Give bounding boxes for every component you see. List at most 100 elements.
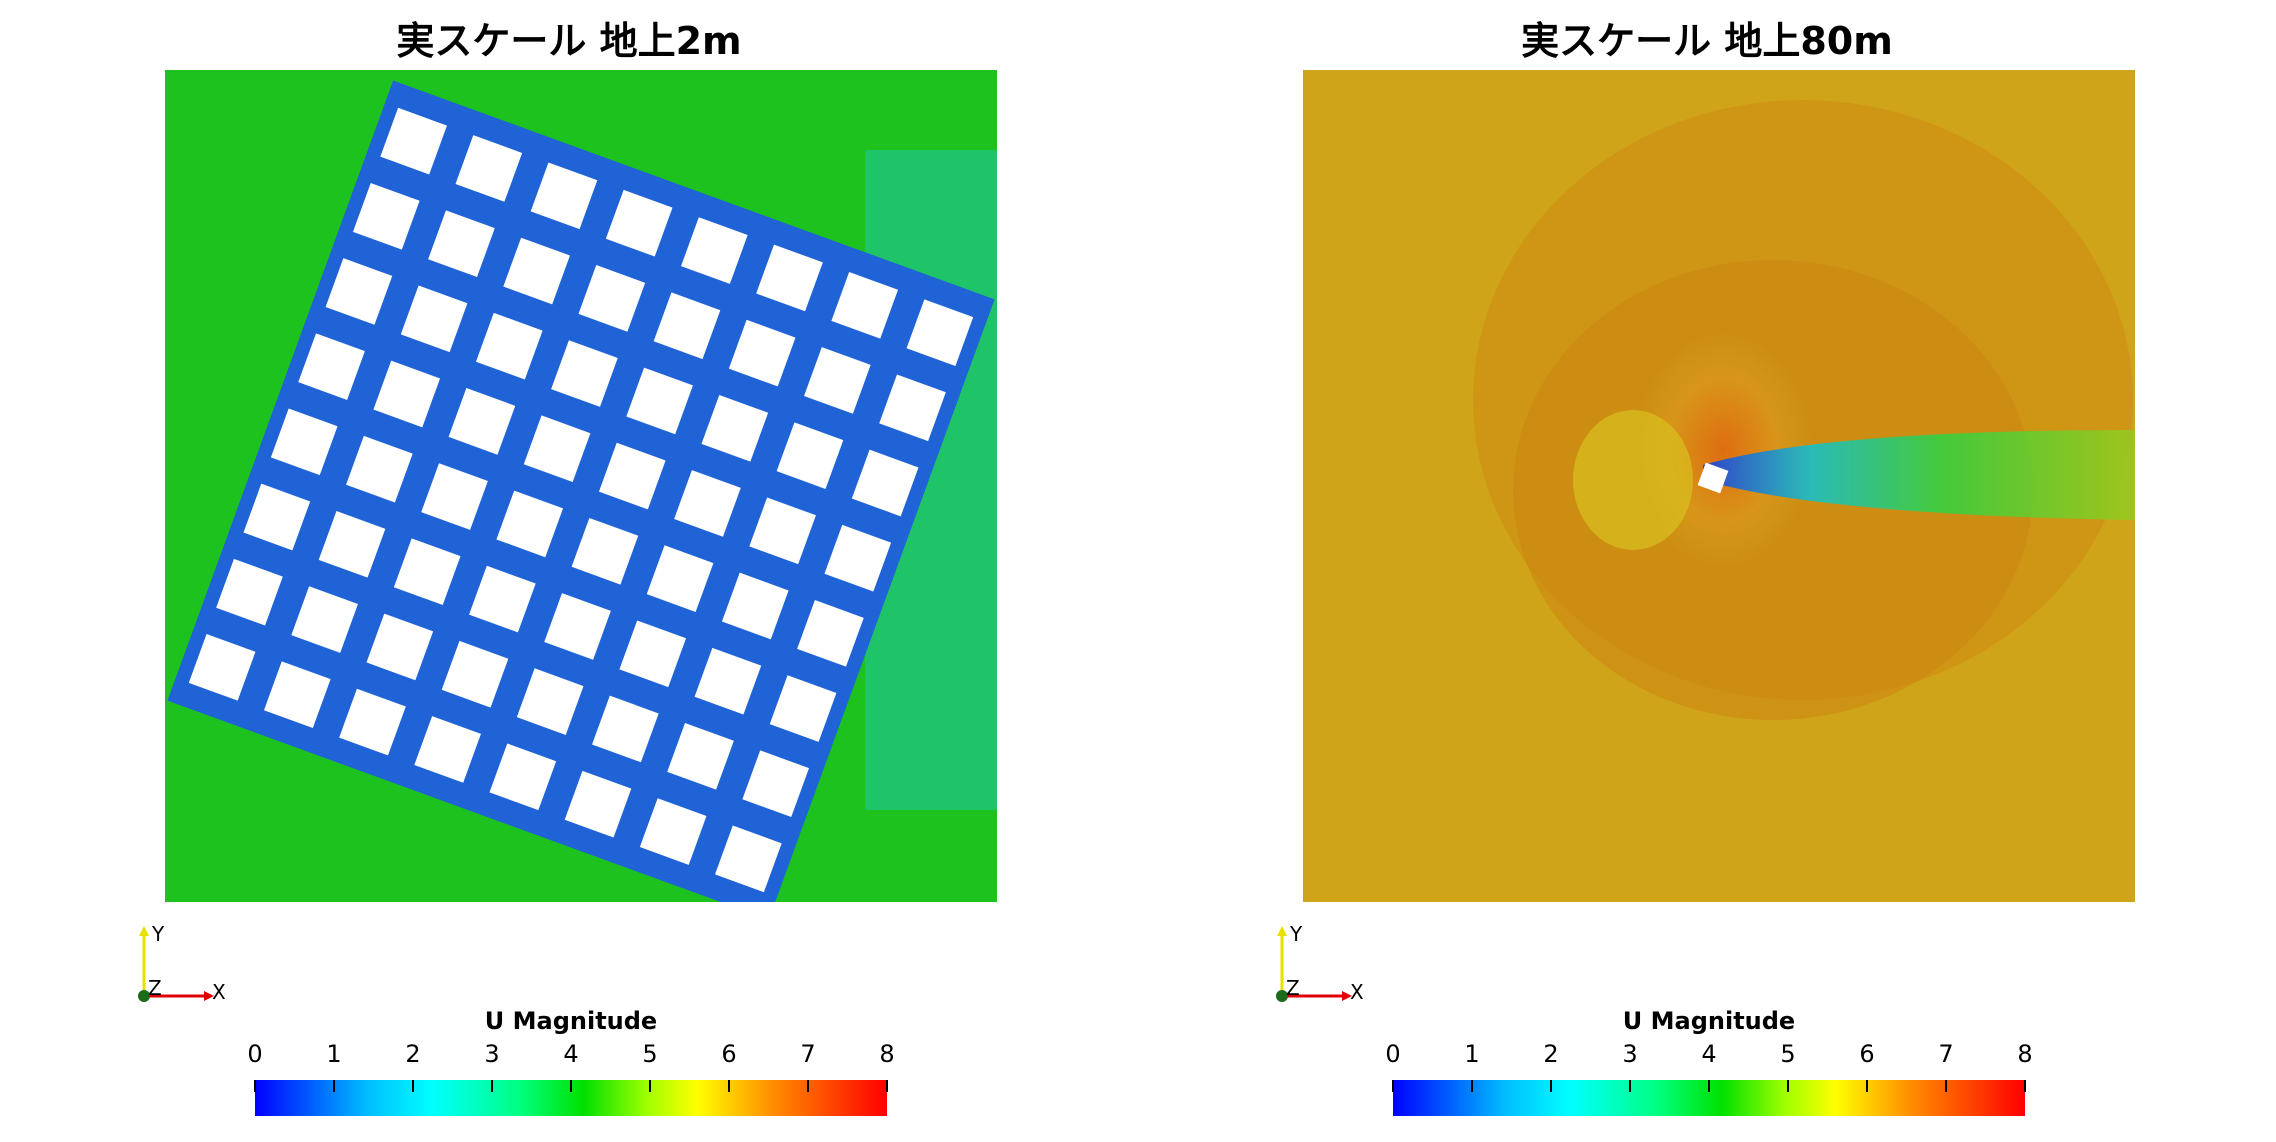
tick-label: 3 bbox=[1622, 1040, 1638, 1068]
tick-label: 1 bbox=[1464, 1040, 1480, 1068]
building bbox=[701, 394, 769, 462]
building bbox=[749, 497, 816, 565]
building bbox=[674, 470, 741, 537]
building bbox=[400, 285, 468, 353]
panel-title: 実スケール 地上2m bbox=[396, 19, 742, 63]
building bbox=[769, 675, 837, 742]
tick-label: 4 bbox=[1701, 1040, 1717, 1068]
axis-label-y: Y bbox=[152, 922, 165, 946]
building bbox=[804, 347, 871, 414]
building bbox=[592, 695, 659, 763]
building bbox=[318, 511, 386, 578]
building bbox=[291, 586, 358, 653]
velocity-field-image bbox=[165, 70, 997, 902]
velocity-field-ground bbox=[165, 70, 997, 902]
building-grid bbox=[188, 107, 974, 893]
tick-label: 0 bbox=[1385, 1040, 1401, 1068]
building bbox=[619, 620, 687, 688]
building bbox=[824, 524, 892, 592]
building bbox=[298, 333, 365, 400]
axis-label-z: Z bbox=[1286, 976, 1300, 1000]
colorbar-title: U Magnitude bbox=[484, 1007, 658, 1035]
colorbar-tick-labels: 0 1 2 3 4 5 6 7 8 bbox=[1385, 1040, 2032, 1070]
building bbox=[551, 340, 618, 407]
tick-label: 2 bbox=[405, 1040, 421, 1068]
building bbox=[694, 647, 762, 715]
building bbox=[270, 408, 338, 476]
tick-label: 5 bbox=[1780, 1040, 1796, 1068]
building bbox=[421, 463, 488, 530]
building bbox=[428, 210, 495, 277]
building bbox=[393, 538, 461, 606]
building bbox=[243, 483, 311, 551]
tick-label: 7 bbox=[1938, 1040, 1954, 1068]
tick-label: 8 bbox=[879, 1040, 895, 1068]
building bbox=[455, 135, 523, 202]
axis-label-y: Y bbox=[1290, 922, 1303, 946]
building bbox=[475, 312, 543, 380]
velocity-field-image bbox=[1303, 70, 2135, 902]
building bbox=[851, 449, 919, 517]
tick-label: 4 bbox=[563, 1040, 579, 1068]
panel-ground-level: 実スケール 地上2m bbox=[138, 19, 997, 1116]
building bbox=[373, 360, 441, 428]
building bbox=[516, 668, 584, 735]
building bbox=[879, 374, 946, 442]
colorbar-ticks bbox=[254, 1080, 888, 1092]
building bbox=[626, 367, 693, 435]
colorbar-title: U Magnitude bbox=[1622, 1007, 1796, 1035]
wake-region bbox=[1703, 430, 2135, 520]
building bbox=[346, 435, 413, 503]
building bbox=[339, 688, 406, 756]
building bbox=[523, 415, 591, 483]
building bbox=[646, 545, 714, 612]
panel-title: 実スケール 地上80m bbox=[1521, 19, 1893, 63]
tick-label: 6 bbox=[721, 1040, 737, 1068]
building bbox=[544, 593, 611, 660]
building bbox=[605, 189, 673, 257]
building bbox=[653, 292, 721, 360]
building bbox=[188, 634, 256, 701]
axis-label-z: Z bbox=[148, 976, 162, 1000]
tick-label: 2 bbox=[1543, 1040, 1559, 1068]
building bbox=[728, 319, 796, 387]
building bbox=[448, 388, 516, 455]
building bbox=[906, 299, 974, 366]
building bbox=[503, 237, 570, 305]
building bbox=[441, 640, 509, 708]
building bbox=[756, 244, 823, 312]
tick-label: 6 bbox=[1859, 1040, 1875, 1068]
axes-icon bbox=[138, 926, 214, 1002]
building bbox=[325, 258, 393, 325]
tick-label: 0 bbox=[247, 1040, 263, 1068]
building bbox=[776, 422, 844, 489]
building bbox=[414, 716, 481, 783]
building bbox=[263, 661, 331, 729]
building bbox=[571, 517, 639, 585]
building bbox=[496, 490, 564, 558]
building bbox=[667, 723, 734, 790]
building bbox=[1697, 462, 1729, 494]
tick-label: 8 bbox=[2017, 1040, 2033, 1068]
building bbox=[742, 750, 810, 818]
building bbox=[564, 770, 632, 838]
building bbox=[715, 825, 782, 893]
building bbox=[721, 572, 789, 640]
colorbar-tick-labels: 0 1 2 3 4 5 6 7 8 bbox=[247, 1040, 894, 1070]
building bbox=[578, 265, 646, 332]
panel-elevated: 実スケール 地上80m bbox=[1138, 0, 2276, 1142]
building bbox=[352, 182, 420, 250]
velocity-field-elevated bbox=[1303, 70, 2135, 902]
tick-label: 5 bbox=[642, 1040, 658, 1068]
building bbox=[489, 743, 557, 811]
building bbox=[530, 162, 598, 230]
tick-label: 3 bbox=[484, 1040, 500, 1068]
building bbox=[380, 107, 447, 175]
axes-icon bbox=[1276, 926, 1352, 1002]
building bbox=[831, 271, 899, 339]
building bbox=[639, 798, 707, 865]
building bbox=[469, 565, 536, 633]
axis-label-x: X bbox=[1350, 980, 1364, 1004]
axes-orientation-widget: Y Z X bbox=[1268, 922, 1378, 1012]
tick-label: 1 bbox=[326, 1040, 342, 1068]
